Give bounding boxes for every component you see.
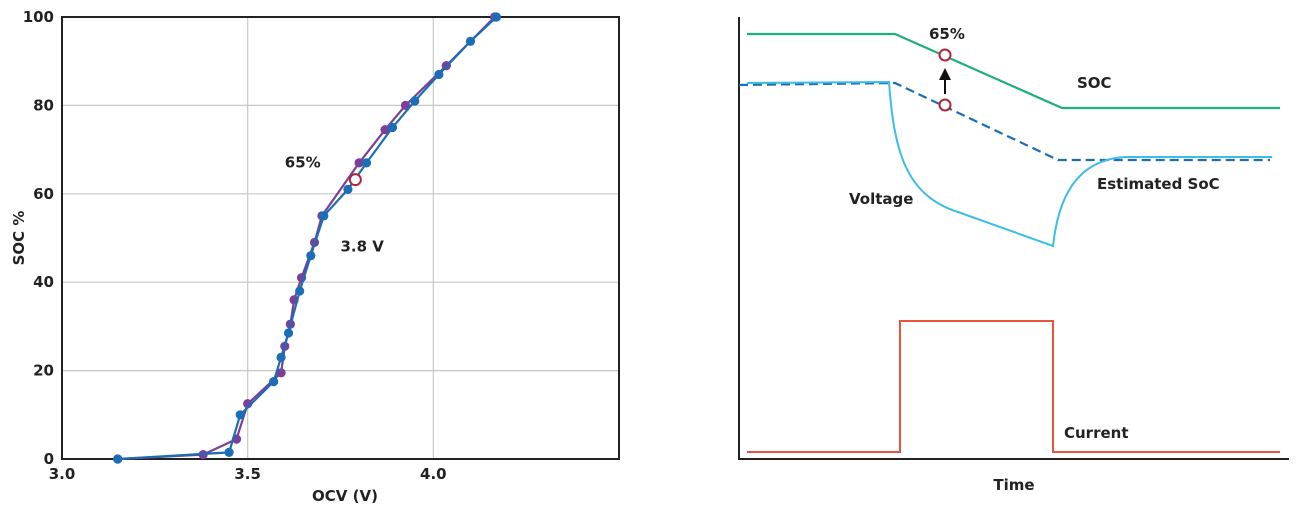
series-1-point [295, 286, 305, 296]
series-1-point [283, 328, 294, 338]
annotation-65-percent: 65% [929, 25, 965, 43]
label-current: Current [1064, 424, 1129, 442]
correction-arrow-head [939, 68, 951, 80]
soc-marker [938, 48, 952, 62]
series-current-line [747, 320, 1280, 453]
y-tick-label: 60 [33, 185, 54, 203]
series-1-point [224, 447, 234, 457]
series-0-point [276, 368, 286, 378]
series-1-point [235, 410, 245, 420]
y-axis-label: SOC % [10, 211, 28, 266]
series-1-point [361, 158, 372, 168]
series-1-point [434, 69, 444, 80]
x-tick-label: 3.5 [234, 465, 261, 483]
series-1-point [276, 352, 286, 362]
y-tick-label: 20 [33, 362, 54, 380]
series-voltage-line [746, 80, 1272, 248]
series-1-point [410, 96, 420, 106]
label-voltage: Voltage [849, 190, 913, 208]
series-estimated-soc-line [738, 81, 1270, 162]
y-tick-label: 80 [33, 96, 54, 114]
series-1-point [387, 122, 398, 133]
series-1-point [113, 454, 123, 464]
x-axis-label: Time [993, 476, 1034, 494]
estimated-soc-marker [938, 98, 952, 112]
label-soc: SOC [1077, 74, 1112, 92]
x-axis-label: OCV (V) [312, 487, 378, 505]
x-tick-label: 3.0 [49, 465, 76, 483]
series-1-point [491, 12, 502, 22]
series-soc-line [747, 32, 1280, 110]
y-tick-label: 0 [44, 450, 54, 468]
y-tick-label: 40 [33, 273, 54, 291]
series-1-line [117, 16, 498, 461]
series-group [113, 12, 502, 464]
annotation-3-8-volt: 3.8 V [341, 237, 385, 255]
label-estimated-soc: Estimated SoC [1097, 175, 1220, 193]
series-1-point [269, 377, 279, 387]
soc-marker [348, 173, 362, 187]
series-1-point [306, 251, 316, 261]
plot-frame [61, 16, 620, 460]
series-1-point [343, 184, 353, 194]
x-tick-label: 4.0 [420, 465, 447, 483]
series-0-point [380, 125, 390, 135]
annotation-65-percent: 65% [285, 153, 321, 171]
series-0-point [354, 158, 364, 168]
tick-labels: 3.0 3.5 4.0 0 20 40 60 80 100 [23, 8, 447, 483]
series-1-point [319, 211, 329, 221]
series-1-point [465, 36, 476, 46]
y-tick-label: 100 [23, 8, 54, 26]
